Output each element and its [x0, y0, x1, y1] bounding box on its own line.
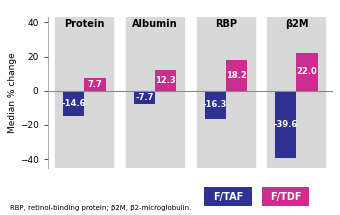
Y-axis label: Median % change: Median % change [8, 52, 17, 133]
Text: 22.0: 22.0 [297, 68, 318, 76]
Bar [197, 17, 255, 168]
Bar [275, 91, 296, 158]
Bar [126, 17, 184, 168]
Bar [155, 70, 176, 91]
Bar [296, 53, 318, 91]
Text: β2M: β2M [285, 19, 308, 29]
Text: Protein: Protein [64, 19, 104, 29]
Text: 18.2: 18.2 [226, 71, 247, 80]
Bar [55, 17, 113, 168]
Text: -14.6: -14.6 [62, 99, 86, 108]
Text: F/TDF: F/TDF [270, 192, 301, 202]
Text: -7.7: -7.7 [135, 93, 154, 102]
Bar [205, 91, 226, 119]
Bar [134, 91, 155, 104]
Bar [84, 78, 105, 91]
Bar [268, 17, 325, 168]
Text: RBP: RBP [215, 19, 237, 29]
Text: -39.6: -39.6 [274, 120, 298, 129]
Text: 12.3: 12.3 [155, 76, 176, 85]
Text: Albumin: Albumin [132, 19, 178, 29]
Text: F/TAF: F/TAF [213, 192, 243, 202]
Text: RBP, retinol-binding protein; β2M, β2-microglobulin.: RBP, retinol-binding protein; β2M, β2-mi… [10, 205, 191, 211]
Text: -16.3: -16.3 [203, 100, 227, 109]
Bar [226, 60, 247, 91]
Bar [63, 91, 84, 116]
Text: 7.7: 7.7 [88, 80, 102, 89]
